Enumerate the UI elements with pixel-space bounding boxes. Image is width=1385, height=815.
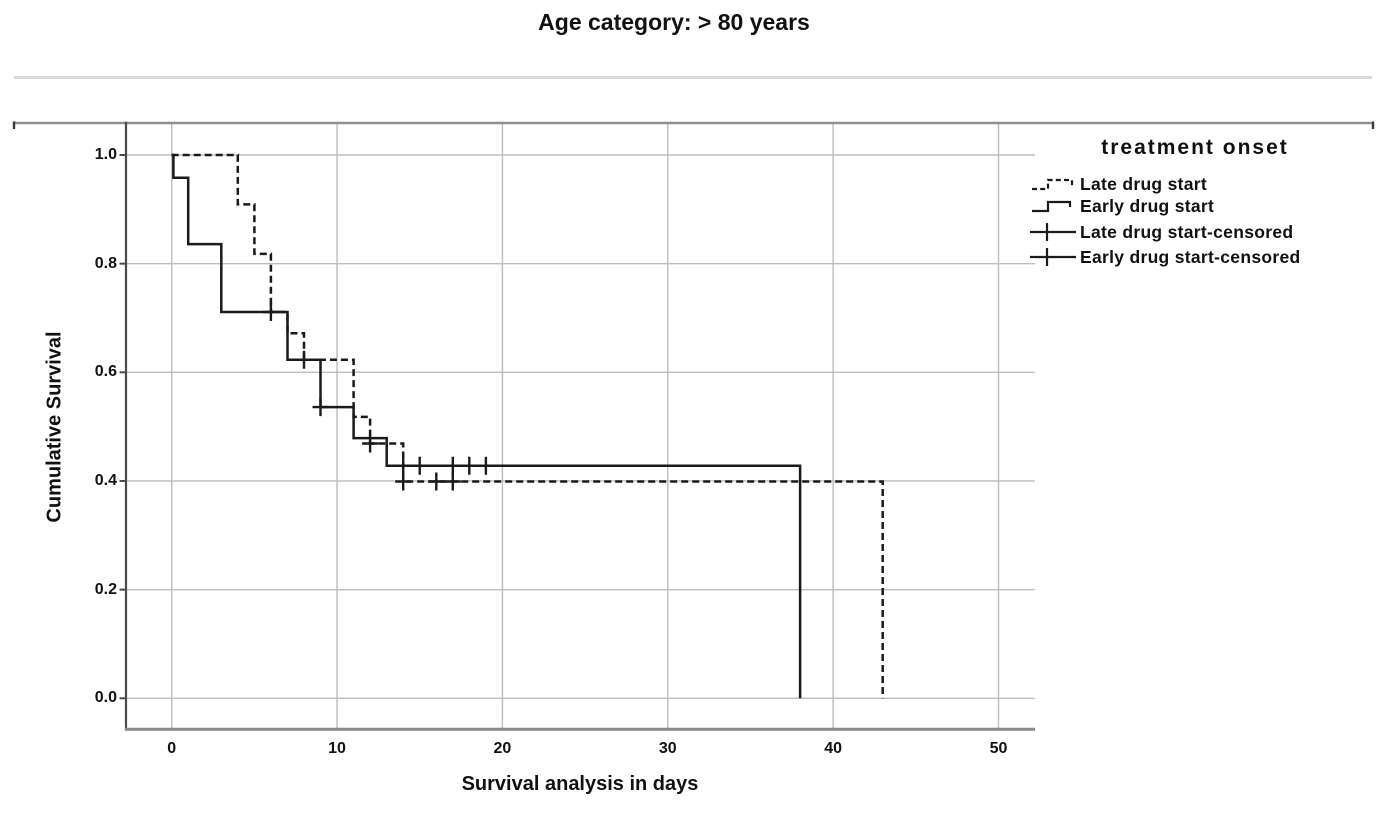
legend-item-late-censored: Late drug start-censored bbox=[1030, 220, 1293, 244]
page-title: Age category: > 80 years bbox=[538, 9, 810, 35]
early-drug-start-censor-mark bbox=[262, 303, 279, 321]
dashed-step-line-icon bbox=[1032, 178, 1074, 191]
early-drug-start-censor-mark bbox=[461, 456, 478, 475]
censored-plus-icon bbox=[1030, 223, 1076, 241]
x-tick-label: 30 bbox=[658, 740, 677, 757]
legend-item-early-censored: Early drug start-censored bbox=[1030, 245, 1300, 269]
y-tick-label: 0.4 bbox=[94, 471, 117, 489]
late-drug-start-censor-mark bbox=[395, 472, 412, 491]
y-tick-label: 0.6 bbox=[94, 363, 117, 381]
early-drug-start-curve bbox=[171, 153, 802, 699]
late-drug-start-curve bbox=[171, 153, 884, 699]
y-axis-title: Cumulative Survival bbox=[43, 331, 66, 523]
x-tick-label: 20 bbox=[493, 740, 512, 757]
late-drug-start-censor-mark bbox=[428, 472, 445, 491]
y-tick-label: 1.0 bbox=[94, 146, 117, 163]
legend-title: treatment onset bbox=[1101, 136, 1289, 159]
censored-plus-icon bbox=[1030, 248, 1076, 266]
early-drug-start-censor-mark bbox=[411, 456, 428, 475]
legend-item-late-drug-start: Late drug start bbox=[1030, 172, 1207, 196]
legend-label: Early drug start bbox=[1080, 195, 1215, 216]
y-tick-label: 0.2 bbox=[94, 580, 117, 598]
legend-item-early-drug-start: Early drug start bbox=[1030, 194, 1214, 218]
legend-label: Early drug start-censored bbox=[1080, 246, 1301, 267]
y-tick-label: 0.8 bbox=[94, 254, 117, 272]
x-tick-label: 10 bbox=[328, 740, 346, 757]
early-drug-start-censor-mark bbox=[477, 456, 494, 475]
late-drug-start-censor-mark bbox=[444, 472, 461, 491]
title-separator-line bbox=[14, 76, 1372, 79]
legend-label: Late drug start bbox=[1080, 173, 1208, 194]
solid-step-line-icon bbox=[1032, 200, 1072, 213]
x-tick-label: 40 bbox=[824, 740, 843, 757]
early-drug-start-censor-mark bbox=[312, 398, 329, 417]
x-tick-label: 0 bbox=[167, 740, 177, 757]
legend: treatment onset Late drug start Early dr… bbox=[1028, 134, 1384, 274]
early-drug-start-censor-mark bbox=[444, 456, 461, 475]
legend-label: Late drug start-censored bbox=[1080, 221, 1294, 242]
y-tick-label: 0.0 bbox=[94, 689, 117, 707]
early-drug-start-censor-mark bbox=[395, 456, 412, 475]
x-tick-label: 50 bbox=[989, 740, 1008, 757]
x-axis-title: Survival analysis in days bbox=[461, 773, 699, 795]
